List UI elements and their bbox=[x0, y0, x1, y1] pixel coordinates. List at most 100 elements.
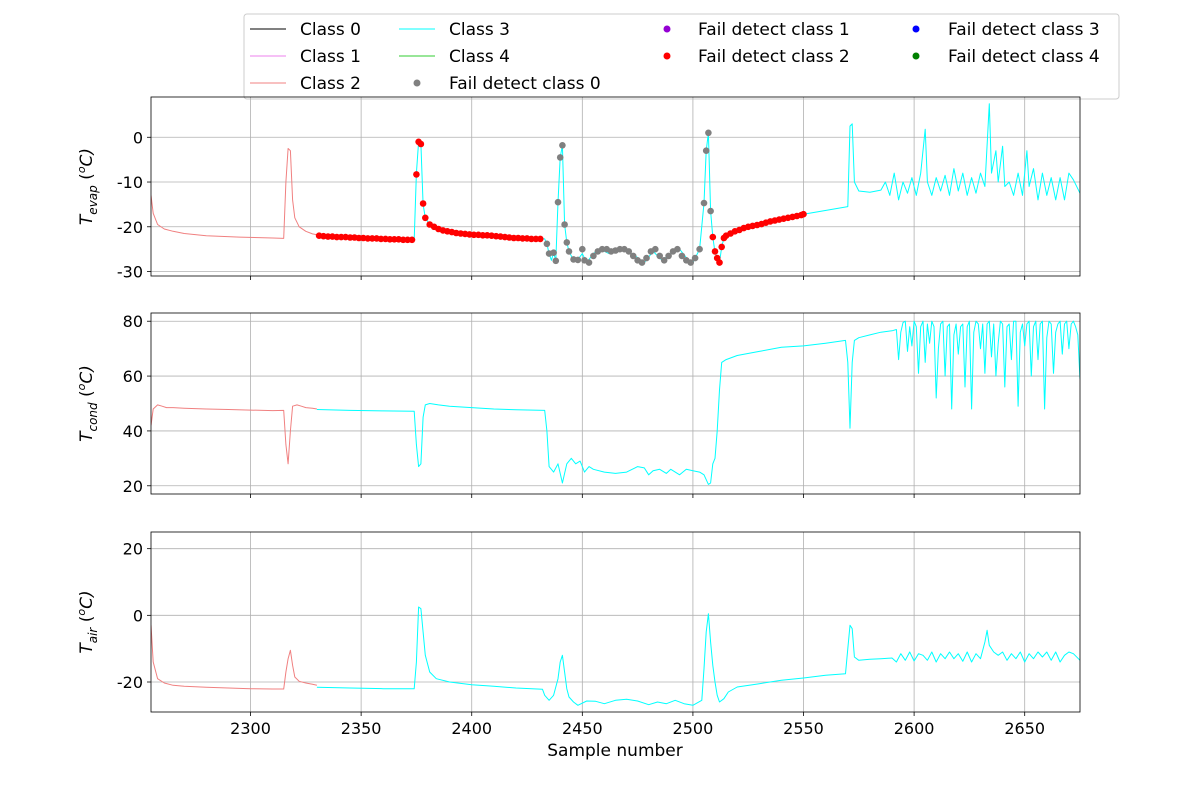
legend-marker-fail-class-1 bbox=[663, 25, 671, 33]
fail-marker bbox=[554, 198, 562, 206]
legend-entry-class-2: Class 2 bbox=[250, 74, 361, 94]
fail-marker bbox=[419, 200, 427, 207]
y-tick-label: -20 bbox=[117, 673, 143, 692]
legend-label-class-3: Class 3 bbox=[449, 20, 510, 40]
fail-marker bbox=[702, 147, 710, 154]
fail-marker bbox=[674, 245, 681, 253]
y-axis-title-evap: Tevap (oC) bbox=[75, 148, 100, 225]
x-tick-label: 2600 bbox=[894, 719, 935, 738]
legend-marker-fail-class-0 bbox=[413, 79, 421, 87]
fail-marker bbox=[711, 248, 719, 255]
fail-marker bbox=[707, 207, 714, 215]
axes-frame bbox=[150, 312, 1081, 495]
fail-marker bbox=[574, 256, 582, 264]
legend-entry-class-4: Class 4 bbox=[399, 47, 510, 67]
x-axis-title: Sample number bbox=[547, 741, 683, 761]
series-group bbox=[151, 606, 1080, 706]
fail-marker bbox=[552, 257, 560, 265]
legend-label-fail-class-2: Fail detect class 2 bbox=[698, 47, 850, 67]
y-tick-label: 0 bbox=[133, 606, 143, 625]
fail-marker bbox=[585, 259, 593, 266]
y-tick-label: 40 bbox=[123, 422, 143, 441]
fail-marker bbox=[413, 171, 420, 178]
fail-marker bbox=[800, 210, 807, 218]
series-line-class-3 bbox=[316, 606, 1080, 706]
fail-marker bbox=[665, 252, 672, 260]
legend-entry-fail-class-4: Fail detect class 4 bbox=[912, 47, 1100, 67]
fail-marker bbox=[691, 254, 699, 262]
series-line-class-3 bbox=[316, 320, 1080, 485]
series-line-class-2 bbox=[151, 148, 318, 239]
series-line-class-2 bbox=[151, 625, 318, 690]
legend-label-fail-class-0: Fail detect class 0 bbox=[449, 74, 601, 94]
fail-marker bbox=[643, 254, 650, 262]
y-tick-label: -10 bbox=[117, 173, 143, 192]
fail-marker bbox=[561, 221, 568, 228]
fail-marker bbox=[629, 252, 637, 260]
series-group bbox=[151, 103, 1080, 266]
legend-entry-fail-class-2: Fail detect class 2 bbox=[663, 47, 850, 67]
series-group bbox=[151, 320, 1080, 485]
legend-marker-fail-class-2 bbox=[663, 52, 671, 60]
x-tick-label: 2350 bbox=[341, 719, 382, 738]
y-tick-label: 20 bbox=[123, 540, 143, 559]
y-tick-label: 20 bbox=[123, 477, 143, 496]
axes-frame bbox=[150, 96, 1081, 277]
fail-marker bbox=[559, 142, 566, 149]
legend-label-class-4: Class 4 bbox=[449, 47, 510, 67]
legend-marker-fail-class-4 bbox=[912, 52, 920, 60]
legend-frame bbox=[243, 13, 1120, 100]
y-tick-label: 60 bbox=[123, 367, 143, 386]
y-tick-label: 0 bbox=[133, 128, 143, 147]
legend: Class 0 Class 1 Class 2 Class 3 Class 4 … bbox=[243, 13, 1120, 100]
legend-entry-class-1: Class 1 bbox=[250, 47, 361, 67]
x-tick-label: 2650 bbox=[1004, 719, 1045, 738]
y-tick-label: 80 bbox=[123, 312, 143, 331]
x-tick-label: 2300 bbox=[230, 719, 271, 738]
fail-marker bbox=[678, 252, 686, 260]
fail-marker bbox=[700, 199, 708, 207]
fail-marker bbox=[543, 240, 551, 248]
legend-entry-fail-class-1: Fail detect class 1 bbox=[663, 20, 850, 40]
legend-label-class-0: Class 0 bbox=[300, 20, 361, 40]
fail-marker bbox=[422, 214, 429, 222]
fail-marker bbox=[565, 248, 573, 255]
fail-marker bbox=[638, 259, 646, 266]
legend-entry-class-3: Class 3 bbox=[399, 20, 510, 40]
fail-marker bbox=[705, 129, 712, 137]
legend-label-fail-class-1: Fail detect class 1 bbox=[698, 20, 850, 40]
panel-evaporator-temperature: 0 -10 -20 -30 Tevap (oC) bbox=[75, 96, 1081, 282]
legend-entry-fail-class-3: Fail detect class 3 bbox=[912, 20, 1100, 40]
axes-frame bbox=[150, 531, 1081, 713]
series-line-class-2 bbox=[151, 404, 317, 465]
y-tick-label: -20 bbox=[117, 218, 143, 237]
panel-condenser-temperature: 80 60 40 20 Tcond (oC) bbox=[75, 312, 1081, 498]
fail-marker bbox=[408, 236, 416, 244]
fail-marker bbox=[709, 233, 717, 241]
panel-air-temperature: 2300 2350 2400 2450 2500 2550 2600 2650 20 0 -20 Ta… bbox=[75, 531, 1081, 738]
legend-entry-class-0: Class 0 bbox=[250, 20, 361, 40]
fail-marker bbox=[716, 259, 723, 266]
fail-marker bbox=[556, 154, 564, 161]
x-tick-label: 2450 bbox=[562, 719, 603, 738]
fail-marker bbox=[696, 245, 703, 253]
legend-marker-fail-class-3 bbox=[912, 25, 920, 33]
fail-marker bbox=[590, 252, 597, 260]
legend-label-class-1: Class 1 bbox=[300, 47, 361, 67]
fail-marker bbox=[687, 259, 694, 266]
legend-entry-fail-class-0: Fail detect class 0 bbox=[413, 74, 601, 94]
y-tick-label: -30 bbox=[117, 263, 143, 282]
fail-marker bbox=[625, 248, 633, 255]
fail-marker bbox=[417, 140, 425, 148]
legend-label-class-2: Class 2 bbox=[300, 74, 361, 94]
fail-marker bbox=[579, 245, 586, 253]
y-axis-title-air: Tair (oC) bbox=[75, 590, 100, 653]
fail-marker bbox=[652, 245, 659, 253]
fail-marker bbox=[563, 239, 571, 246]
fail-marker bbox=[660, 257, 668, 264]
fail-marker bbox=[656, 252, 663, 260]
fail-marker bbox=[550, 249, 557, 256]
legend-label-fail-class-4: Fail detect class 4 bbox=[948, 47, 1100, 67]
